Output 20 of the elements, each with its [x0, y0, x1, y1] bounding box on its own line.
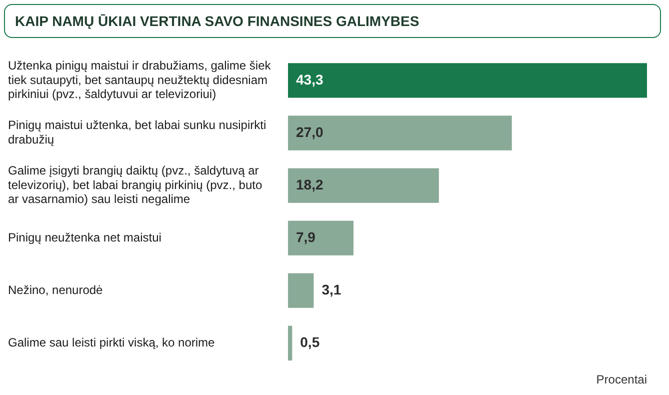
bar: [288, 63, 647, 98]
data-label: 0,5: [300, 334, 320, 350]
data-label: 18,2: [296, 176, 324, 192]
y-tick-label: Užtenka pinigų maistui ir drabužiams, galime šiek tiek sutaupyti, bet santaupų neužtektų didesniam pirkiniui (pvz., šaldytuvui ar televizoriui): [8, 58, 272, 102]
y-tick-label: Galime sau leisti pirkti viską, ko norime: [8, 335, 216, 350]
chart-title: KAIP NAMŲ ŪKIAI VERTINA SAVO FINANSINES GALIMYBES: [4, 4, 661, 38]
bar: [288, 220, 354, 256]
y-tick-label: Pinigų maistui užtenka, bet labai sunku nusipirkti drabužių: [8, 118, 266, 147]
bar: [288, 273, 314, 308]
text: Procentai: [596, 372, 647, 386]
y-tick-label: Nežino, nenurodė: [8, 282, 104, 297]
data-label: 3,1: [322, 281, 342, 298]
y-tick-label: Galime įsigyti brangių daiktų (pvz., šaldytuvą ar televizorių), bet labai brangių pirkinių (pvz., buto ar vasarnamio) sau leisti negalime: [8, 163, 262, 206]
data-label: 27,0: [296, 124, 324, 140]
data-label: 7,9: [296, 228, 316, 245]
bar: [288, 326, 292, 360]
bar: [288, 116, 512, 150]
y-tick-label: Pinigų neužtenka net maistui: [8, 230, 162, 244]
bar: [288, 168, 439, 203]
data-label: 43,3: [296, 71, 324, 88]
